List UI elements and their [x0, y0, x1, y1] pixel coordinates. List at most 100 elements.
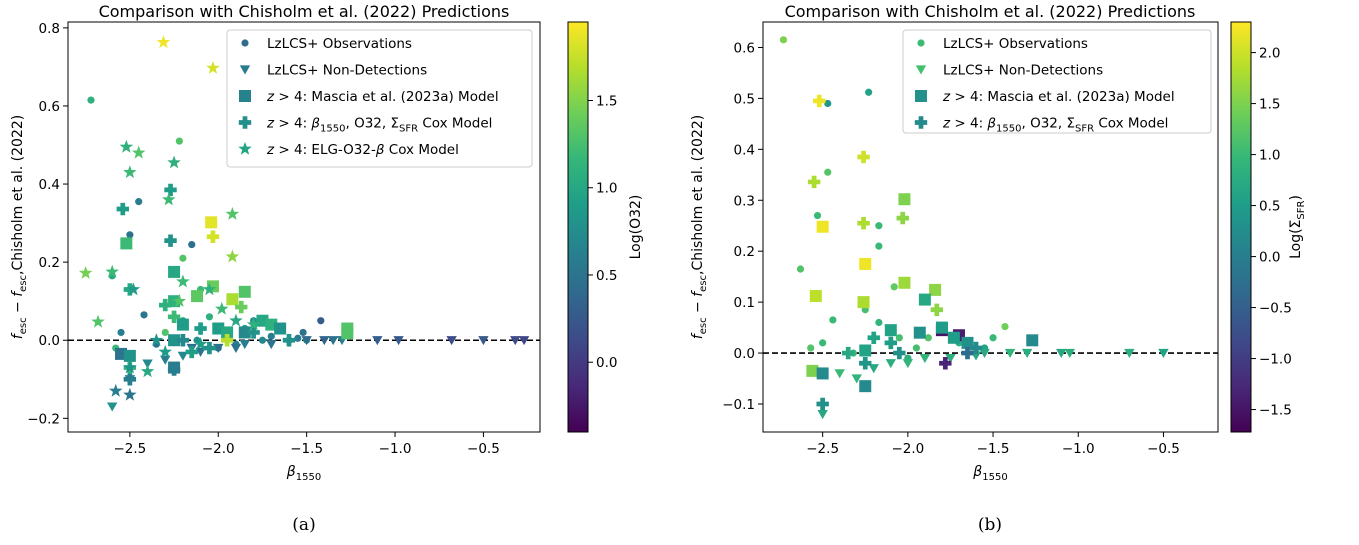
data-point-square — [935, 321, 948, 334]
data-point-square — [238, 285, 251, 298]
data-point-circle — [796, 265, 805, 273]
data-point-tri — [817, 410, 828, 420]
data-point-tri — [919, 353, 931, 364]
data-point-tri — [266, 339, 277, 350]
colorbar-label: Log(O32) — [628, 195, 644, 260]
y-axis-label: fesc − fesc,Chisholm et al. (2022) — [690, 115, 709, 339]
data-point-circle — [890, 283, 898, 291]
data-point-plus — [816, 397, 829, 411]
legend-marker-circle — [241, 39, 249, 47]
data-point-circle — [895, 334, 903, 342]
x-axis-label: β1550 — [972, 464, 1007, 483]
data-point-tri — [372, 336, 383, 346]
legend-marker-plus — [914, 116, 928, 129]
data-point-star — [126, 282, 141, 296]
data-point-plus — [220, 334, 234, 347]
data-point-tri — [213, 343, 224, 353]
data-point-star — [131, 145, 146, 159]
data-point-star — [246, 317, 261, 331]
data-point-plus — [123, 373, 137, 386]
data-point-plus — [235, 300, 248, 314]
data-point-square — [274, 322, 287, 335]
data-point-square — [168, 334, 181, 347]
panel-caption: (a) — [292, 515, 315, 535]
data-point-tri — [160, 355, 171, 365]
data-point-tri — [327, 336, 339, 346]
data-point-tri — [393, 336, 404, 346]
data-point-tri — [1158, 348, 1169, 358]
data-point-star — [78, 265, 93, 279]
legend-label: z > 4: Mascia et al. (2023a) Model — [942, 89, 1175, 105]
x-tick-label: −1.5 — [290, 441, 323, 457]
data-point-circle — [317, 317, 325, 325]
data-point-tri — [142, 359, 153, 369]
x-tick-label: −0.5 — [467, 441, 500, 457]
colorbar-tick-label: −1.5 — [1259, 403, 1292, 419]
legend-marker-plus — [238, 116, 252, 129]
legend-marker-tri — [239, 65, 251, 75]
data-point-square — [168, 265, 181, 278]
data-point-tri — [834, 369, 845, 379]
x-axis-label: β1550 — [286, 464, 321, 483]
data-point-circle — [179, 254, 187, 262]
data-point-tri — [1064, 348, 1075, 358]
colorbar-tick-label: 0.5 — [1259, 199, 1280, 215]
x-tick-label: −2.5 — [806, 441, 839, 457]
data-point-plus — [961, 346, 974, 360]
data-point-tri — [230, 343, 242, 353]
legend-label: z > 4: ELG-O32-β Cox Model — [266, 142, 459, 158]
data-point-star — [105, 264, 119, 278]
legend-box — [226, 29, 533, 168]
data-point-circle — [824, 168, 832, 176]
data-point-circle — [161, 328, 169, 337]
y-tick-label: 0.2 — [39, 255, 60, 271]
y-tick-label: 0.4 — [734, 142, 755, 158]
data-point-plus — [167, 363, 181, 376]
data-point-star — [91, 314, 105, 328]
data-point-tri — [478, 336, 489, 346]
plot-frame — [67, 21, 541, 433]
panel-caption: (b) — [978, 515, 1002, 535]
data-point-plus — [867, 331, 880, 344]
legend-marker-square — [239, 90, 251, 102]
data-point-star — [202, 282, 217, 296]
data-point-tri — [1124, 348, 1135, 358]
data-point-circle — [294, 334, 302, 342]
y-tick-label: 0.1 — [734, 295, 755, 311]
colorbar-tick-label: 2.0 — [1259, 46, 1280, 62]
colorbar-tick-label: 1.0 — [596, 181, 617, 197]
data-point-star — [149, 333, 164, 347]
legend-marker-circle — [917, 39, 925, 47]
colorbar-tick-label: 0.0 — [1259, 250, 1280, 266]
legend-label: LzLCS+ Observations — [943, 36, 1088, 52]
y-tick-label: 0.3 — [734, 193, 755, 209]
data-point-circle — [135, 198, 143, 206]
data-point-square — [859, 344, 872, 357]
data-point-plus — [857, 150, 870, 164]
legend-label: LzLCS+ Non-Detections — [267, 63, 427, 79]
y-tick-label: 0.6 — [39, 99, 60, 115]
chart-title: Comparison with Chisholm et al. (2022) P… — [785, 2, 1196, 21]
data-point-square — [816, 367, 829, 380]
y-tick-label: 0.2 — [734, 244, 755, 260]
data-point-tri — [106, 402, 118, 412]
data-point-tri — [510, 336, 521, 346]
data-point-circle — [829, 316, 837, 324]
data-point-plus — [857, 216, 870, 230]
data-point-tri — [319, 336, 330, 346]
y-tick-label: 0.4 — [39, 177, 60, 193]
data-point-square — [859, 380, 872, 393]
colorbar-tick-label: 1.0 — [1259, 148, 1280, 164]
colorbar-tick-label: 0.0 — [596, 355, 617, 371]
data-point-plus — [159, 298, 172, 312]
x-tick-label: −2.0 — [891, 441, 924, 457]
data-point-plus — [203, 341, 216, 355]
data-point-circle — [989, 334, 997, 342]
data-point-plus — [859, 357, 872, 370]
data-point-square — [898, 193, 911, 206]
data-point-star — [225, 206, 240, 220]
data-point-plus — [185, 345, 198, 359]
data-point-star — [225, 249, 240, 263]
legend-label: z > 4: β1550, O32, ΣSFR Cox Model — [942, 116, 1168, 135]
data-point-square — [1026, 334, 1039, 347]
